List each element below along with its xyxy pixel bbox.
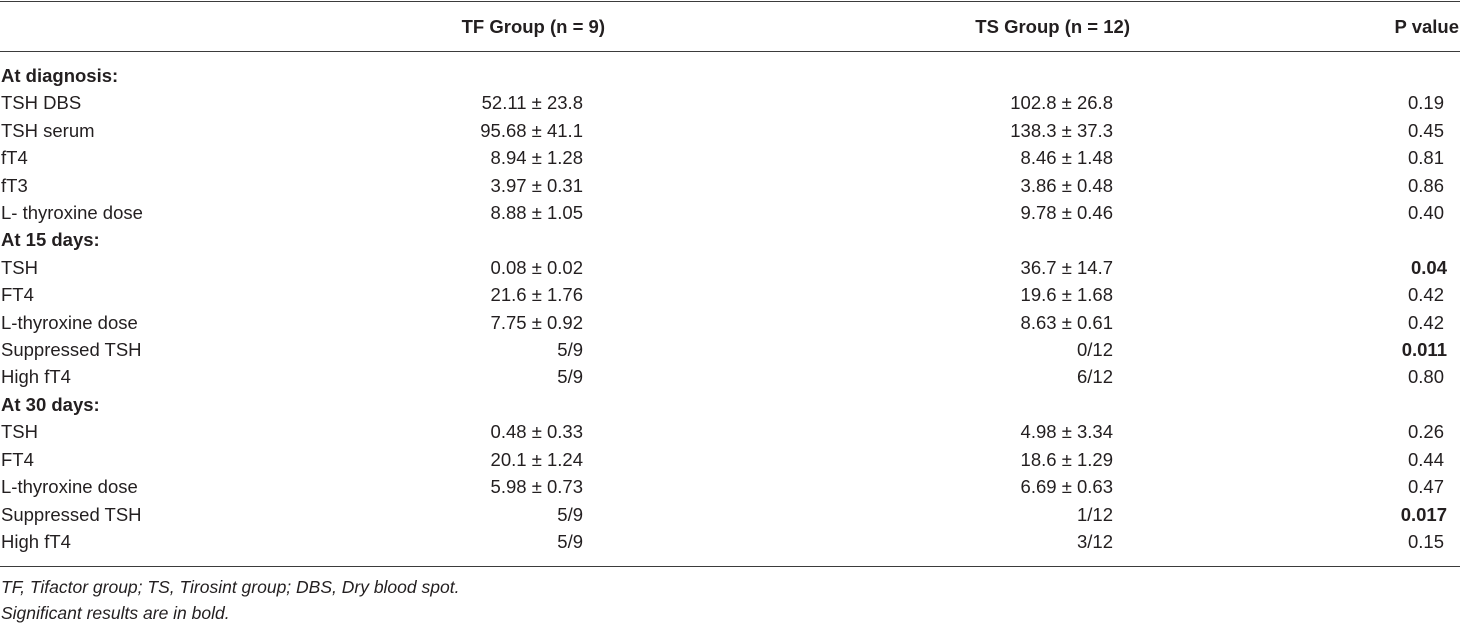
table-row: fT4 8.94 ± 1.28 8.46 ± 1.48 0.81 xyxy=(0,144,1460,171)
table-row: TSH DBS 52.11 ± 23.8 102.8 ± 26.8 0.19 xyxy=(0,89,1460,116)
ts-group-value: 36.7 ± 14.7 xyxy=(1020,256,1113,278)
header-row: TF Group (n = 9) TS Group (n = 12) P val… xyxy=(0,2,1460,51)
table-row: fT3 3.97 ± 0.31 3.86 ± 0.48 0.86 xyxy=(0,172,1460,199)
tf-group-value: 5.98 ± 0.73 xyxy=(490,476,583,498)
ts-group-value: 3/12 xyxy=(1076,530,1113,552)
table-footnotes: TF, Tifactor group; TS, Tirosint group; … xyxy=(1,574,459,626)
p-value: 0.40 xyxy=(1407,202,1444,224)
ts-group-value: 0/12 xyxy=(1076,339,1113,361)
section-header-row: At 15 days: xyxy=(0,226,1460,253)
table-row: High fT4 5/9 3/12 0.15 xyxy=(0,528,1460,555)
p-value: 0.44 xyxy=(1407,448,1444,470)
row-label: TSH xyxy=(1,421,38,443)
tf-group-value: 5/9 xyxy=(557,366,583,388)
row-label: FT4 xyxy=(1,284,34,306)
tf-group-value: 5/9 xyxy=(557,530,583,552)
ts-group-value: 3.86 ± 0.48 xyxy=(1020,174,1113,196)
tf-group-value: 21.6 ± 1.76 xyxy=(490,284,583,306)
ts-group-value: 102.8 ± 26.8 xyxy=(1010,92,1113,114)
table-row: Suppressed TSH 5/9 1/12 0.017 xyxy=(0,501,1460,528)
table-body: At diagnosis: TSH DBS 52.11 ± 23.8 102.8 ± … xyxy=(0,62,1460,555)
ts-group-value: 8.46 ± 1.48 xyxy=(1020,147,1113,169)
header-p-value: P value xyxy=(1394,15,1459,37)
section-header-row: At 30 days: xyxy=(0,391,1460,418)
table-row: Suppressed TSH 5/9 0/12 0.011 xyxy=(0,336,1460,363)
row-label: High fT4 xyxy=(1,530,71,552)
ts-group-value: 8.63 ± 0.61 xyxy=(1020,311,1113,333)
ts-group-value: 4.98 ± 3.34 xyxy=(1020,421,1113,443)
ts-group-value: 6.69 ± 0.63 xyxy=(1020,476,1113,498)
p-value: 0.42 xyxy=(1407,311,1444,333)
tf-group-value: 5/9 xyxy=(557,503,583,525)
ts-group-value: 1/12 xyxy=(1076,503,1113,525)
table-row: L-thyroxine dose 5.98 ± 0.73 6.69 ± 0.63 0.… xyxy=(0,473,1460,500)
table-row: L- thyroxine dose 8.88 ± 1.05 9.78 ± 0.46 0… xyxy=(0,199,1460,226)
tf-group-value: 20.1 ± 1.24 xyxy=(490,448,583,470)
tf-group-value: 7.75 ± 0.92 xyxy=(490,311,583,333)
p-value: 0.81 xyxy=(1407,147,1444,169)
table-row: TSH 0.48 ± 0.33 4.98 ± 3.34 0.26 xyxy=(0,418,1460,445)
row-label: TSH DBS xyxy=(1,92,82,114)
p-value: 0.42 xyxy=(1407,284,1444,306)
tf-group-value: 95.68 ± 41.1 xyxy=(480,119,583,141)
table-row: TSH serum 95.68 ± 41.1 138.3 ± 37.3 0.45 xyxy=(0,117,1460,144)
row-label: L- thyroxine dose xyxy=(1,202,143,224)
tf-group-value: 0.08 ± 0.02 xyxy=(490,256,583,278)
header-empty xyxy=(0,2,300,51)
p-value: 0.19 xyxy=(1407,92,1444,114)
section-header-row: At diagnosis: xyxy=(0,62,1460,89)
bottom-rule xyxy=(0,566,1460,567)
abbreviations-note: TF, Tifactor group; TS, Tirosint group; … xyxy=(1,577,460,597)
p-value: 0.04 xyxy=(1410,256,1447,278)
p-value: 0.80 xyxy=(1407,366,1444,388)
row-label: High fT4 xyxy=(1,366,71,388)
table-row: TSH 0.08 ± 0.02 36.7 ± 14.7 0.04 xyxy=(0,254,1460,281)
p-value: 0.45 xyxy=(1407,119,1444,141)
row-label: TSH serum xyxy=(1,119,95,141)
row-label: L-thyroxine dose xyxy=(1,476,138,498)
tf-group-value: 8.88 ± 1.05 xyxy=(490,202,583,224)
row-label: TSH xyxy=(1,256,38,278)
ts-group-value: 18.6 ± 1.29 xyxy=(1020,448,1113,470)
tf-group-value: 5/9 xyxy=(557,339,583,361)
p-value: 0.15 xyxy=(1407,530,1444,552)
tf-group-value: 8.94 ± 1.28 xyxy=(490,147,583,169)
table-row: FT4 20.1 ± 1.24 18.6 ± 1.29 0.44 xyxy=(0,446,1460,473)
table-header: TF Group (n = 9) TS Group (n = 12) P val… xyxy=(0,2,1460,51)
p-value: 0.017 xyxy=(1400,503,1447,525)
row-label: FT4 xyxy=(1,448,34,470)
p-value: 0.47 xyxy=(1407,476,1444,498)
p-value: 0.86 xyxy=(1407,174,1444,196)
tf-group-value: 3.97 ± 0.31 xyxy=(490,174,583,196)
ts-group-value: 138.3 ± 37.3 xyxy=(1010,119,1113,141)
header-rule xyxy=(0,51,1460,52)
section-label: At 15 days: xyxy=(1,229,100,251)
section-label: At 30 days: xyxy=(1,393,100,415)
table-row: L-thyroxine dose 7.75 ± 0.92 8.63 ± 0.61 0.… xyxy=(0,309,1460,336)
table-row: FT4 21.6 ± 1.76 19.6 ± 1.68 0.42 xyxy=(0,281,1460,308)
row-label: Suppressed TSH xyxy=(1,503,142,525)
ts-group-value: 9.78 ± 0.46 xyxy=(1020,202,1113,224)
tf-group-value: 52.11 ± 23.8 xyxy=(481,92,583,114)
significance-note: Significant results are in bold. xyxy=(1,603,230,623)
header-ts-group: TS Group (n = 12) xyxy=(975,15,1130,37)
row-label: L-thyroxine dose xyxy=(1,311,138,333)
ts-group-value: 6/12 xyxy=(1076,366,1113,388)
ts-group-value: 19.6 ± 1.68 xyxy=(1020,284,1113,306)
row-label: fT3 xyxy=(1,174,28,196)
table-row: High fT4 5/9 6/12 0.80 xyxy=(0,363,1460,390)
top-rule xyxy=(0,1,1460,2)
p-value: 0.011 xyxy=(1401,339,1447,361)
header-tf-group: TF Group (n = 9) xyxy=(461,15,605,37)
tf-group-value: 0.48 ± 0.33 xyxy=(490,421,583,443)
section-label: At diagnosis: xyxy=(1,65,119,86)
p-value: 0.26 xyxy=(1407,421,1444,443)
row-label: Suppressed TSH xyxy=(1,339,142,361)
row-label: fT4 xyxy=(1,147,28,169)
